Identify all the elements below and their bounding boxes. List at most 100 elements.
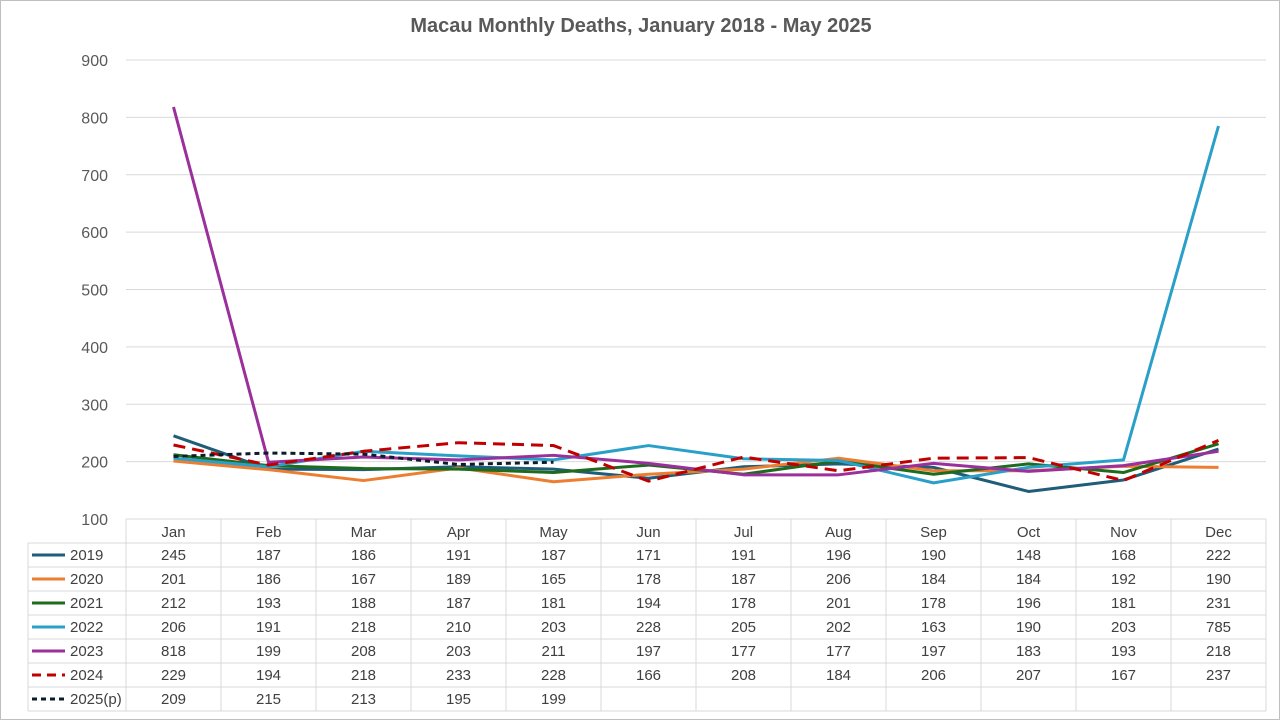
table-cell-value: 199 [256,643,281,660]
table-cell-value: 201 [161,571,186,588]
y-tick-label: 100 [81,512,108,529]
x-category-label: Aug [825,524,852,541]
table-cell-value: 186 [256,571,281,588]
table-cell-value: 148 [1016,547,1041,564]
series-name: 2020 [70,571,103,588]
table-cell-value: 190 [1016,619,1041,636]
table-cell-value: 233 [446,667,471,684]
x-category-label: Sep [920,524,947,541]
series-line [173,125,1220,485]
table-cell-value: 215 [256,691,281,708]
x-category-label: Nov [1110,524,1137,541]
table-cell-value: 171 [636,547,661,564]
table-cell-value: 178 [731,595,756,612]
y-tick-label: 800 [81,110,108,127]
table-cell-value: 166 [636,667,661,684]
y-tick-label: 500 [81,283,108,300]
table-cell-value: 213 [351,691,376,708]
table-cell-value: 190 [1206,571,1231,588]
table-cell-value: 205 [731,619,756,636]
table-cell-value: 177 [731,643,756,660]
series-name: 2021 [70,595,103,612]
table-cell-value: 218 [1206,643,1231,660]
table-cell-value: 163 [921,619,946,636]
x-category-label: Mar [351,524,377,541]
table-cell-value: 209 [161,691,186,708]
table-cell-value: 203 [541,619,566,636]
series-line [173,439,1220,483]
table-cell-value: 197 [921,643,946,660]
table-cell-value: 187 [541,547,566,564]
series-line [172,106,1219,477]
table-cell-value: 237 [1206,667,1231,684]
x-category-label: Apr [447,524,470,541]
table-cell-value: 210 [446,619,471,636]
table-cell-value: 184 [921,571,946,588]
table-cell-value: 167 [351,571,376,588]
table-cell-value: 190 [921,547,946,564]
x-category-label: Feb [256,524,282,541]
x-category-label: Oct [1017,524,1041,541]
table-cell-value: 187 [731,571,756,588]
x-category-label: Jan [161,524,185,541]
y-tick-label: 900 [81,53,108,70]
table-cell-value: 178 [921,595,946,612]
table-cell-value: 208 [731,667,756,684]
table-cell-value: 218 [351,667,376,684]
table-cell-value: 202 [826,619,851,636]
table-cell-value: 199 [541,691,566,708]
table-cell-value: 228 [541,667,566,684]
y-tick-label: 400 [81,340,108,357]
table-cell-value: 203 [446,643,471,660]
table-cell-value: 208 [351,643,376,660]
series-name: 2022 [70,619,103,636]
chart-title: Macau Monthly Deaths, January 2018 - May… [410,15,872,37]
table-cell-value: 785 [1206,619,1231,636]
table-cell-value: 193 [1111,643,1136,660]
table-cell-value: 183 [1016,643,1041,660]
x-category-label: Jun [636,524,660,541]
series-name: 2025(p) [70,691,122,708]
x-category-label: May [539,524,568,541]
table-cell-value: 196 [826,547,851,564]
y-tick-label: 300 [81,397,108,414]
table-cell-value: 194 [636,595,661,612]
table-cell-value: 818 [161,643,186,660]
table-cell-value: 245 [161,547,186,564]
table-cell-value: 187 [256,547,281,564]
table-cell-value: 195 [446,691,471,708]
table-cell-value: 197 [636,643,661,660]
table-cell-value: 178 [636,571,661,588]
y-tick-label: 200 [81,455,108,472]
series-name: 2023 [70,643,103,660]
table-cell-value: 188 [351,595,376,612]
table-cell-value: 184 [1016,571,1041,588]
table-cell-value: 218 [351,619,376,636]
table-cell-value: 187 [446,595,471,612]
y-tick-label: 700 [81,168,108,185]
table-cell-value: 212 [161,595,186,612]
table-cell-value: 211 [542,643,566,660]
table-cell-value: 193 [256,595,281,612]
series-name: 2024 [70,667,103,684]
table-cell-value: 181 [541,595,566,612]
table-cell-value: 165 [541,571,566,588]
table-cell-value: 191 [256,619,281,636]
table-cell-value: 168 [1111,547,1136,564]
table-cell-value: 206 [161,619,186,636]
x-category-label: Dec [1205,524,1232,541]
table-cell-value: 229 [161,667,186,684]
table-cell-value: 201 [826,595,851,612]
table-cell-value: 167 [1111,667,1136,684]
table-cell-value: 191 [446,547,471,564]
table-cell-value: 196 [1016,595,1041,612]
table-cell-value: 206 [826,571,851,588]
y-tick-label: 600 [81,225,108,242]
table-cell-value: 181 [1111,595,1136,612]
table-cell-value: 184 [826,667,851,684]
table-cell-value: 194 [256,667,281,684]
series-name: 2019 [70,547,103,564]
table-cell-value: 206 [921,667,946,684]
